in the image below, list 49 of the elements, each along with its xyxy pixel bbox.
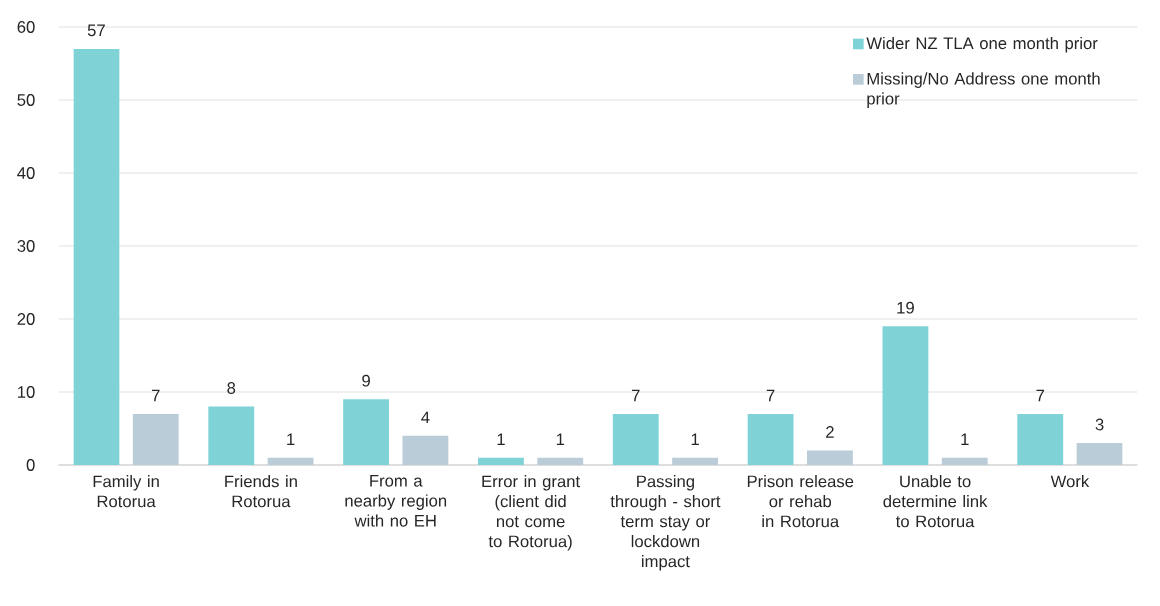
bar	[132, 413, 179, 465]
data-label: 7	[1036, 389, 1045, 402]
bar	[402, 435, 449, 465]
data-label: 9	[362, 374, 370, 387]
bar	[478, 457, 524, 465]
data-label: 1	[961, 433, 969, 446]
bar	[537, 457, 584, 465]
data-label: 2	[826, 426, 834, 438]
y-tick-label: 10	[18, 386, 35, 398]
data-label: 7	[766, 389, 775, 402]
bar	[267, 457, 314, 465]
x-tick-label: Family in Rotorua	[93, 475, 159, 508]
data-label: 8	[227, 382, 236, 394]
x-tick-label: Unable to determine link to Rotorua	[883, 475, 988, 528]
y-tick-label: 60	[17, 21, 35, 33]
bar	[806, 450, 853, 465]
y-tick-label: 0	[26, 459, 35, 471]
data-label: 7	[151, 389, 160, 402]
data-label: 1	[497, 433, 505, 446]
x-tick-label: Friends in Rotorua	[225, 475, 297, 508]
data-label: 3	[1095, 418, 1104, 431]
data-label: 4	[421, 411, 430, 424]
bar	[941, 457, 988, 465]
legend-label: Missing/No Address one month prior	[867, 72, 1100, 108]
bar	[1017, 413, 1064, 465]
bar	[747, 413, 794, 465]
y-tick-label: 20	[17, 313, 35, 325]
bar	[208, 406, 255, 465]
legend-label: Wider NZ TLA one month prior	[866, 36, 1098, 53]
data-label: 7	[631, 389, 640, 402]
bar	[343, 399, 390, 465]
x-tick-label: Prison release or rehab in Rotorua	[747, 475, 854, 528]
y-tick-label: 50	[17, 94, 35, 106]
x-tick-label: Work	[1050, 475, 1090, 488]
bar	[73, 48, 120, 465]
data-label: 19	[897, 301, 914, 314]
bar	[882, 326, 929, 465]
x-tick-label: From a nearby region with no EH	[345, 475, 447, 527]
bar	[672, 457, 718, 465]
data-label: 1	[691, 433, 699, 446]
data-label: 1	[556, 433, 565, 446]
y-tick-label: 30	[17, 240, 35, 252]
y-tick-label: 40	[17, 167, 35, 179]
x-tick-label: Passing through - short term stay or lockdown impact	[610, 475, 721, 571]
bar	[612, 413, 659, 465]
data-label: 1	[287, 433, 295, 446]
bar	[1076, 443, 1123, 465]
x-tick-label: Error in grant (client did not come to Rotorua)	[482, 475, 580, 551]
data-label: 57	[87, 24, 105, 37]
